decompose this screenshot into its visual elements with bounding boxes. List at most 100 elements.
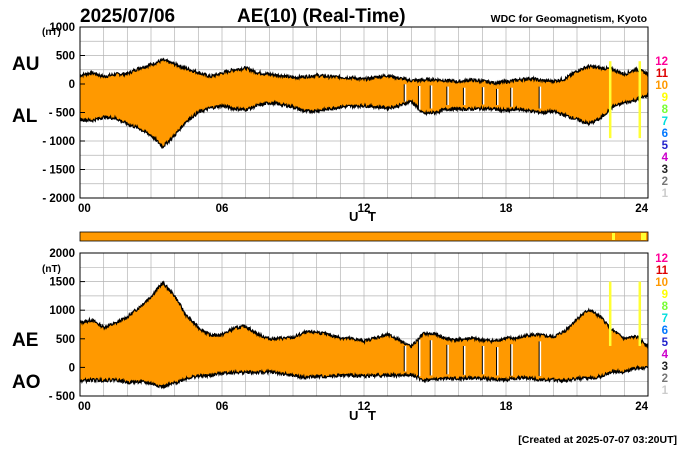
y-tick-label: 0 (69, 79, 75, 91)
plot-date: 2025/07/06 (80, 6, 175, 27)
level-highlight-stroke (638, 281, 642, 346)
ao-trace (79, 364, 649, 390)
x-tick-label: 18 (500, 401, 513, 413)
au-al-x-axis-label: U T (349, 209, 379, 224)
data-gap (446, 344, 449, 375)
au-al-y-tick-labels: 1000 500 0 - 500 - 1000 - 1500 - 2000 (42, 22, 85, 205)
x-tick-label: 00 (78, 401, 91, 413)
data-gap (446, 86, 449, 106)
level-legend-entry: 8 (662, 301, 669, 313)
data-gap (463, 87, 466, 106)
level-legend-entry: 4 (662, 152, 669, 164)
level-legend-entry: 4 (662, 349, 669, 361)
data-gap (404, 345, 407, 372)
y-tick-label: 1000 (49, 22, 75, 34)
x-tick-label: 06 (216, 203, 229, 215)
au-al-panel: 1000 500 0 - 500 - 1000 - 1500 - 2000 00 06 12 18… (12, 22, 649, 224)
ae-ao-plot-frame (79, 252, 649, 397)
data-gap (482, 345, 485, 375)
level-legend-entry: 8 (662, 104, 669, 116)
y-tick-label: - 500 (49, 391, 75, 403)
created-timestamp: [Created at 2025-07-07 03:20UT] (518, 434, 677, 446)
data-gap (496, 88, 499, 106)
al-label: AL (12, 106, 38, 127)
au-al-x-tick-labels: 00 06 12 18 24 (78, 203, 649, 215)
level-legend-entry: 7 (662, 116, 668, 128)
level-legend-entry: 6 (662, 128, 668, 140)
data-gap (463, 345, 466, 375)
ae-ao-data-gaps (403, 281, 642, 377)
x-tick-label: 24 (635, 401, 648, 413)
ae-label: AE (12, 330, 38, 351)
level-legend-entry: 9 (662, 289, 668, 301)
level-legend-entry: 3 (662, 361, 668, 373)
y-tick-label: 500 (56, 51, 75, 63)
activity-level-bar (79, 231, 649, 242)
x-tick-label: 06 (216, 401, 229, 413)
level-legend-entry: 3 (662, 164, 668, 176)
data-gap (539, 86, 542, 109)
y-tick-label: 0 (69, 362, 75, 374)
y-tick-label: 1500 (49, 277, 75, 289)
au-label: AU (12, 54, 39, 75)
data-gap (482, 87, 485, 105)
y-tick-label: 2000 (49, 248, 75, 260)
y-tick-label: - 500 (49, 108, 75, 120)
x-tick-label: 12 (358, 203, 371, 215)
x-tick-label: 00 (78, 203, 91, 215)
level-highlight-stroke (638, 61, 642, 139)
ae-ao-panel: 2000 1500 1000 500 0 - 500 00 06 12 18 24 (nT) AE… (12, 248, 649, 423)
ae-ao-unit-label: (nT) (42, 264, 61, 275)
ae-ao-y-tick-labels: 2000 1500 1000 500 0 - 500 (49, 248, 85, 403)
activity-level-marker (641, 233, 646, 240)
ae-ao-x-tick-labels: 00 06 12 18 24 (78, 401, 649, 413)
level-legend-entry: 6 (662, 325, 668, 337)
data-gap (418, 339, 421, 377)
level-legend-entry: 12 (655, 253, 668, 265)
y-tick-label: 1000 (49, 305, 75, 317)
x-tick-label: 18 (500, 203, 513, 215)
level-legend-entry: 12 (655, 56, 668, 68)
level-legend-entry: 1 (662, 385, 669, 397)
y-tick-label: - 1000 (42, 136, 75, 148)
au-trace (79, 57, 649, 86)
level-legend-entry: 5 (662, 140, 669, 152)
level-highlight-stroke (608, 61, 612, 139)
ae-trace (79, 280, 649, 349)
level-highlight-stroke (608, 281, 612, 346)
y-tick-label: - 2000 (42, 193, 75, 205)
level-legend-entry: 2 (662, 373, 668, 385)
plot-title: AE(10) (Real-Time) (237, 6, 406, 27)
data-gap (418, 86, 421, 110)
ae-ao-envelope-fill (80, 281, 648, 389)
level-legend-entry: 11 (656, 265, 669, 277)
level-legend-entry: 5 (662, 337, 669, 349)
level-legend-entry: 10 (655, 80, 668, 92)
level-legend-entry: 2 (662, 176, 668, 188)
au-al-data-gaps (403, 61, 642, 139)
level-legend-entry: 1 (662, 188, 669, 200)
level-legend-entry: 9 (662, 92, 668, 104)
data-gap (510, 344, 513, 376)
au-al-unit-label: (nT) (42, 27, 61, 38)
data-gap (496, 347, 499, 376)
data-gap (430, 85, 433, 109)
data-gap (430, 340, 433, 376)
level-legend-entry: 10 (655, 277, 668, 289)
activity-level-marker (612, 233, 615, 240)
data-gap (404, 84, 407, 102)
x-tick-label: 24 (635, 203, 648, 215)
ae-ao-x-axis-label: U T (349, 408, 379, 423)
level-legend-entry: 7 (662, 313, 668, 325)
y-tick-label: 500 (56, 334, 75, 346)
ao-label: AO (12, 372, 41, 393)
data-gap (539, 341, 542, 376)
data-source: WDC for Geomagnetism, Kyoto (491, 13, 647, 25)
data-gap (510, 87, 513, 107)
al-trace (79, 92, 649, 150)
level-legend-entry: 11 (656, 68, 669, 80)
x-tick-label: 12 (358, 401, 371, 413)
